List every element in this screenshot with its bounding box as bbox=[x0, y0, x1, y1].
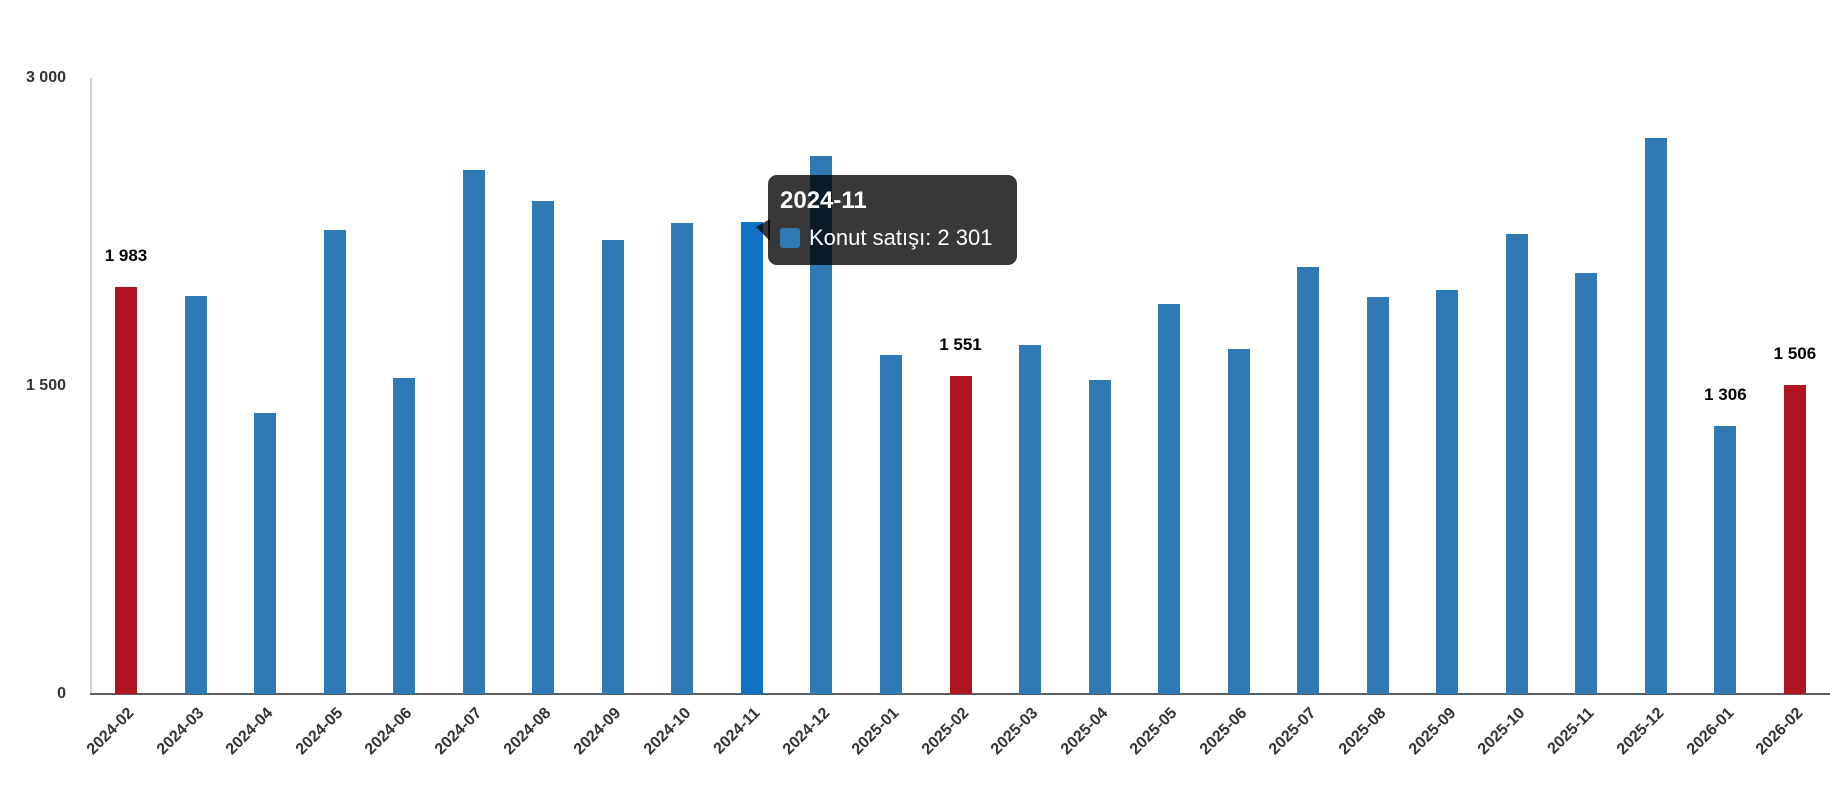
bar-2024-07[interactable] bbox=[462, 170, 485, 694]
bar-2025-03[interactable] bbox=[1019, 344, 1041, 694]
x-axis-line bbox=[90, 693, 1830, 695]
bar-2025-06[interactable] bbox=[1227, 349, 1250, 694]
bar-value-label: 1 306 bbox=[1704, 384, 1747, 404]
bar-2024-05[interactable] bbox=[323, 229, 346, 694]
tooltip-title: 2024-11 bbox=[780, 187, 867, 214]
bar-value-label: 1 506 bbox=[1773, 343, 1817, 363]
bar-2025-05[interactable] bbox=[1158, 303, 1181, 694]
series-swatch-icon bbox=[780, 228, 800, 248]
bar-2025-04[interactable] bbox=[1088, 379, 1111, 694]
bar-2024-11[interactable] bbox=[740, 221, 763, 694]
y-axis-tick-label: 3 000 bbox=[25, 69, 66, 86]
bar-2025-09[interactable] bbox=[1436, 289, 1459, 694]
bar-2025-11[interactable] bbox=[1575, 273, 1598, 694]
bar-2025-01[interactable] bbox=[879, 355, 902, 694]
bar-2024-09[interactable] bbox=[601, 240, 624, 694]
tooltip-series-value: Konut satışı: 2 301 bbox=[809, 225, 993, 250]
bar-2025-07[interactable] bbox=[1297, 266, 1320, 694]
bar-2025-10[interactable] bbox=[1505, 234, 1528, 694]
bar-2024-08[interactable] bbox=[532, 201, 555, 694]
bar-2024-12[interactable] bbox=[810, 156, 833, 694]
bar-2024-03[interactable] bbox=[184, 295, 207, 694]
bar-value-label: 1 983 bbox=[104, 245, 148, 265]
bar-2024-04[interactable] bbox=[254, 412, 277, 694]
y-axis-line bbox=[90, 78, 92, 694]
bar-2025-08[interactable] bbox=[1366, 296, 1389, 694]
bar-2024-02[interactable] bbox=[115, 286, 137, 694]
bar-2025-12[interactable] bbox=[1644, 137, 1667, 694]
y-axis-tick-label: 1 500 bbox=[25, 377, 66, 394]
tooltip-series-row: Konut satışı: 2 301 bbox=[780, 224, 1004, 252]
bar-2026-02[interactable] bbox=[1784, 384, 1806, 694]
tooltip: 2024-11 Konut satışı: 2 301 bbox=[756, 175, 1017, 265]
bar-2024-06[interactable] bbox=[393, 377, 416, 694]
bar-2026-01[interactable] bbox=[1714, 425, 1737, 694]
bar-2024-10[interactable] bbox=[671, 222, 694, 694]
y-axis-tick-label: 0 bbox=[57, 685, 66, 702]
bar-2025-02[interactable] bbox=[949, 375, 972, 694]
bar-value-label: 1 551 bbox=[939, 334, 982, 354]
